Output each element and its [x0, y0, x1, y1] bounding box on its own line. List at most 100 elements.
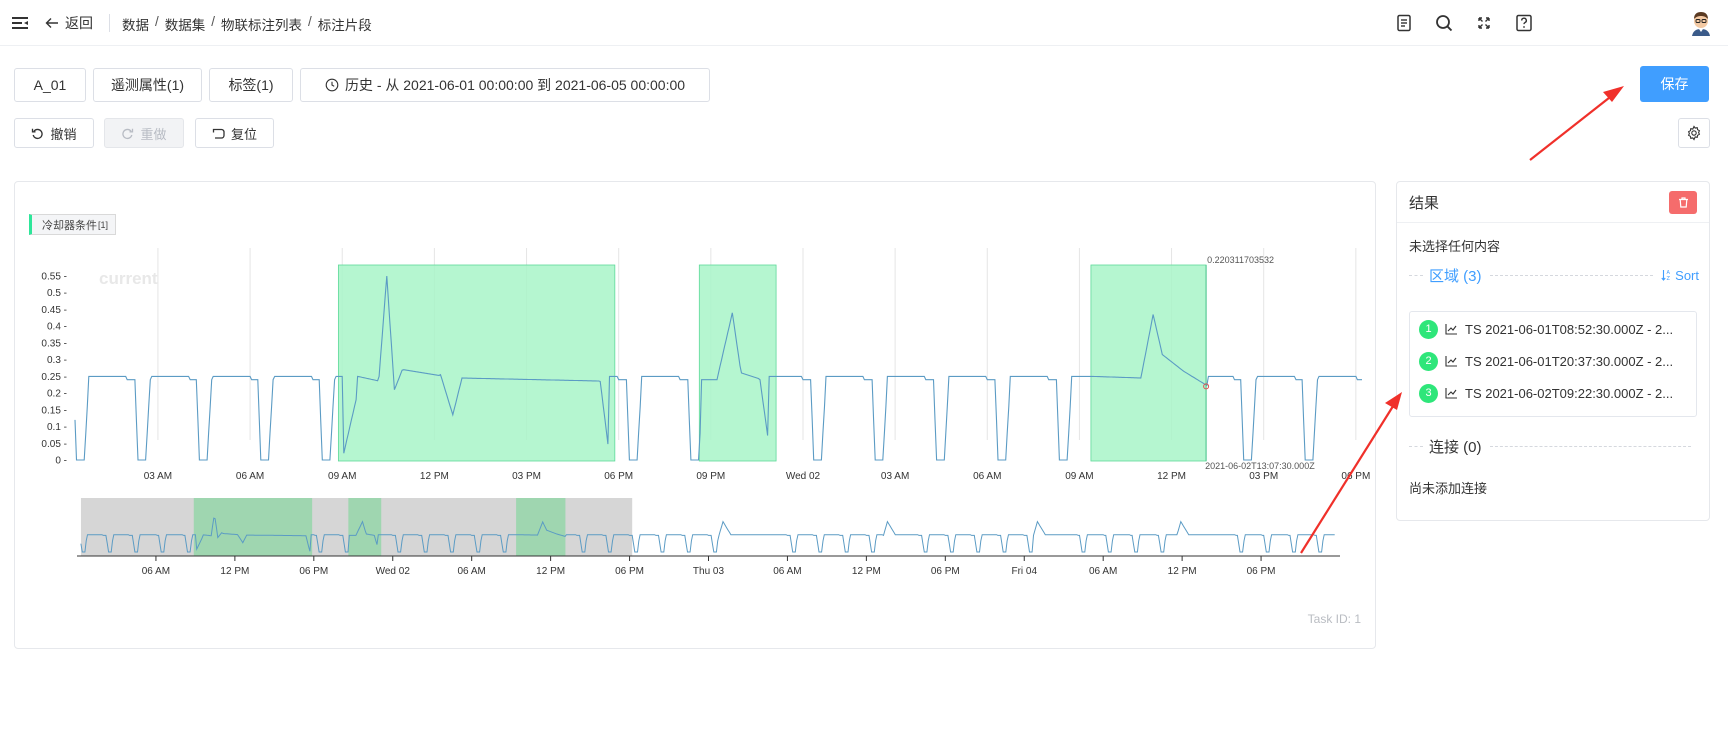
y-tick-label: 0.25 - — [41, 372, 67, 383]
x-tick-label: 12 PM — [1157, 471, 1186, 482]
menu-fold-icon[interactable] — [11, 14, 29, 32]
x-tick-label: 09 AM — [1065, 471, 1093, 482]
line-chart-icon — [1445, 388, 1457, 399]
document-button[interactable] — [1384, 11, 1424, 35]
overview-region — [348, 498, 382, 556]
result-title: 结果 — [1409, 195, 1440, 212]
list-item[interactable]: 3 TS 2021-06-02T09:22:30.000Z - 2... — [1419, 382, 1689, 404]
sort-icon: AZ — [1661, 270, 1671, 281]
list-item[interactable]: 1 TS 2021-06-01T08:52:30.000Z - 2... — [1419, 318, 1689, 340]
list-item[interactable]: 2 TS 2021-06-01T20:37:30.000Z - 2... — [1419, 350, 1689, 372]
overview-tick-label: 06 AM — [142, 566, 170, 577]
dash-line — [1409, 274, 1423, 276]
breadcrumb-item[interactable]: 数据集 — [164, 18, 206, 33]
overview-tick-label: 06 PM — [615, 566, 644, 577]
redo-button[interactable]: 重做 — [104, 118, 184, 148]
tab-device-label: A_01 — [33, 77, 67, 93]
x-tick-label: 03 PM — [1249, 471, 1278, 482]
timeseries-chart[interactable]: current 0.55 - 0.5 - 0.45 - 0.4 - 0.35 - 0.3 -… — [15, 182, 1377, 650]
task-id: Task ID: 1 — [1307, 612, 1361, 626]
x-tick-label: 03 AM — [144, 471, 172, 482]
redo-icon — [122, 128, 134, 139]
overview-series-line — [80, 517, 1335, 553]
y-tick-label: 0.4 - — [47, 322, 67, 333]
tab-telemetry[interactable]: 遥测属性(1) — [93, 68, 202, 102]
tab-labels[interactable]: 标签(1) — [209, 68, 293, 102]
x-tick-label: 12 PM — [420, 471, 449, 482]
y-tick-label: 0.05 - — [41, 439, 67, 450]
x-tick-label: 09 AM — [328, 471, 356, 482]
back-label: 返回 — [65, 15, 93, 31]
breadcrumb-separator: / — [211, 14, 216, 29]
x-tick-label: Wed 02 — [786, 471, 821, 482]
overview-tick-label: 12 PM — [852, 566, 881, 577]
x-tick-label: 06 PM — [1341, 471, 1370, 482]
trash-icon — [1678, 197, 1688, 208]
help-button[interactable] — [1504, 11, 1544, 35]
undo-label: 撤销 — [50, 126, 77, 142]
x-tick-label: 09 PM — [696, 471, 725, 482]
chart-watermark: current — [99, 269, 158, 288]
user-avatar[interactable] — [1688, 10, 1714, 36]
annotation-arrow — [1529, 93, 1615, 161]
y-tick-label: 0.55 - — [41, 272, 67, 283]
region-number-badge: 1 — [1419, 319, 1438, 339]
regions-label[interactable]: 区域 (3) — [1429, 267, 1482, 285]
tab-telemetry-label: 遥测属性(1) — [110, 77, 185, 93]
legend-count: [1] — [98, 219, 109, 230]
settings-button[interactable] — [1678, 118, 1710, 148]
hover-value-label: 0.220311703532 — [1207, 255, 1274, 265]
save-button[interactable]: 保存 — [1640, 66, 1709, 102]
breadcrumb-item-current: 标注片段 — [317, 18, 372, 33]
fullscreen-button[interactable] — [1464, 11, 1504, 35]
overview-tick-label: Fri 04 — [1011, 566, 1037, 577]
y-tick-label: 0.35 - — [41, 338, 67, 349]
labeled-region — [337, 264, 616, 462]
svg-text:Z: Z — [1667, 276, 1671, 281]
x-tick-label: 06 AM — [973, 471, 1001, 482]
reset-button[interactable]: 复位 — [195, 118, 274, 148]
x-tick-label: 03 AM — [881, 471, 909, 482]
search-button[interactable] — [1424, 11, 1464, 35]
y-tick-label: 0.1 - — [47, 422, 67, 433]
x-tick-label: 06 AM — [236, 471, 264, 482]
hover-time-label: 2021-06-02T13:07:30.000Z — [1205, 461, 1315, 471]
x-tick-label: 03 PM — [512, 471, 541, 482]
overview-tick-label: 06 PM — [299, 566, 328, 577]
search-icon — [1436, 15, 1453, 32]
undo-button[interactable]: 撤销 — [14, 118, 94, 148]
line-chart-icon — [1445, 356, 1457, 367]
divider — [109, 14, 110, 32]
overview-tick-label: Wed 02 — [376, 566, 411, 577]
time-range-selector[interactable]: 历史 - 从 2021-06-01 00:00:00 到 2021-06-05 … — [300, 68, 710, 102]
tab-device[interactable]: A_01 — [14, 68, 86, 102]
breadcrumb-separator: / — [308, 14, 312, 29]
overview-tick-label: 06 AM — [773, 566, 801, 577]
redo-label: 重做 — [140, 126, 167, 142]
breadcrumb-item[interactable]: 数据 — [122, 18, 149, 33]
tab-labels-label: 标签(1) — [228, 77, 274, 93]
no-selection-text: 未选择任何内容 — [1409, 239, 1501, 254]
region-label: TS 2021-06-01T20:37:30.000Z - 2... — [1465, 353, 1674, 369]
help-icon — [1516, 14, 1532, 32]
labeled-region — [1090, 264, 1207, 462]
overview-tick-label: Thu 03 — [693, 566, 725, 577]
y-tick-label: 0 - — [55, 456, 67, 467]
arrow-left-icon — [45, 18, 58, 28]
line-chart-icon — [1445, 324, 1457, 335]
breadcrumb-item[interactable]: 物联标注列表 — [221, 18, 303, 33]
y-tick-label: 0.15 - — [41, 405, 67, 416]
overview-tick-label: 06 AM — [1089, 566, 1117, 577]
legend-label-chip[interactable]: 冷却器条件 [1] — [29, 214, 117, 235]
undo-icon — [32, 128, 44, 139]
connections-label[interactable]: 连接 (0) — [1429, 438, 1482, 456]
dash-line — [1489, 274, 1654, 276]
reset-icon — [212, 128, 225, 139]
overview-tick-label: 12 PM — [220, 566, 249, 577]
back-button[interactable]: 返回 — [44, 13, 93, 33]
delete-button[interactable] — [1669, 191, 1697, 214]
region-number-badge: 2 — [1419, 351, 1438, 371]
